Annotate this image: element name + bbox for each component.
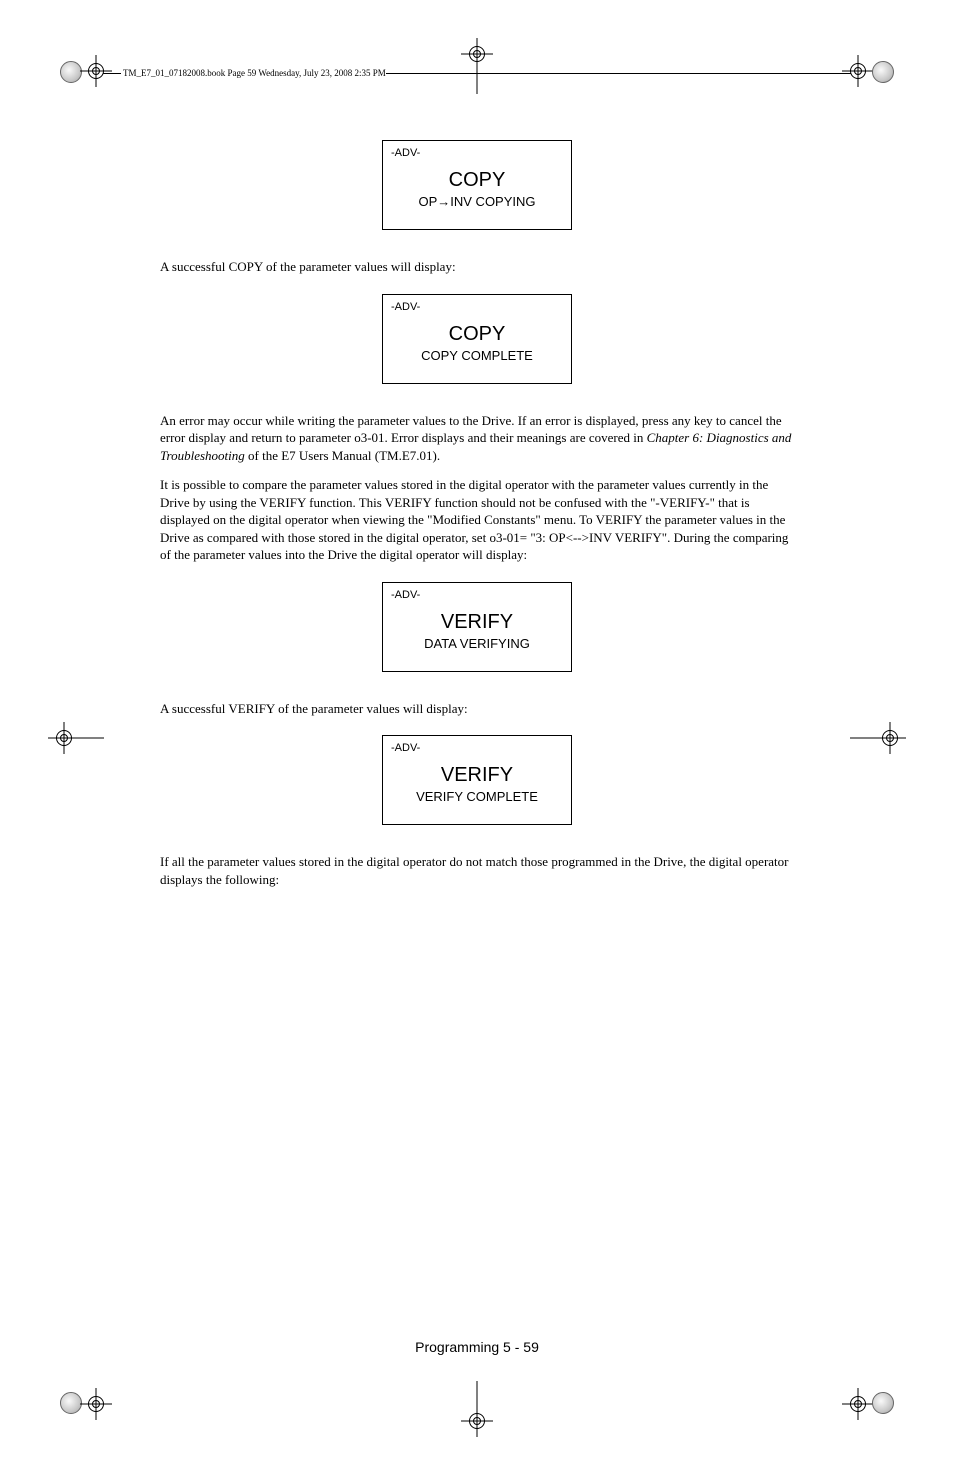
lcd-box-verify-complete: -ADV- VERIFY VERIFY COMPLETE: [382, 735, 572, 825]
paragraph-copy-success: A successful COPY of the parameter value…: [160, 258, 794, 276]
center-mark-top: [467, 44, 487, 64]
center-mark-right: [880, 728, 900, 748]
page: TM_E7_01_07182008.book Page 59 Wednesday…: [0, 0, 954, 1475]
lcd-box-copy-complete: -ADV- COPY COPY COMPLETE: [382, 294, 572, 384]
lcd-box-copy-copying: -ADV- COPY OP→INV COPYING: [382, 140, 572, 230]
header-text: TM_E7_01_07182008.book Page 59 Wednesday…: [123, 68, 386, 78]
para-text: of the E7 Users Manual (TM.E7.01).: [245, 448, 440, 463]
paragraph-error-note: An error may occur while writing the par…: [160, 412, 794, 465]
lcd-title: VERIFY: [441, 611, 513, 634]
crop-mark-top-right: [854, 55, 894, 95]
running-header: TM_E7_01_07182008.book Page 59 Wednesday…: [103, 68, 851, 78]
crop-mark-bottom-left: [60, 1380, 100, 1420]
paragraph-verify-intro: It is possible to compare the parameter …: [160, 476, 794, 564]
lcd-subtitle: COPY COMPLETE: [421, 348, 533, 363]
center-mark-left: [54, 728, 74, 748]
paragraph-verify-mismatch: If all the parameter values stored in th…: [160, 853, 794, 888]
lcd-box-verify-verifying: -ADV- VERIFY DATA VERIFYING: [382, 582, 572, 672]
page-footer: Programming 5 - 59: [0, 1339, 954, 1355]
lcd-title: COPY: [449, 323, 506, 346]
lcd-title: VERIFY: [441, 764, 513, 787]
content-area: -ADV- COPY OP→INV COPYING A successful C…: [160, 140, 794, 901]
lcd-subtitle: DATA VERIFYING: [424, 636, 530, 651]
paragraph-verify-success: A successful VERIFY of the parameter val…: [160, 700, 794, 718]
lcd-title: COPY: [449, 169, 506, 192]
lcd-subtitle: VERIFY COMPLETE: [416, 789, 538, 804]
crop-mark-bottom-right: [854, 1380, 894, 1420]
lcd-subtitle: OP→INV COPYING: [418, 194, 535, 209]
center-mark-bottom: [467, 1411, 487, 1431]
crop-mark-top-left: [60, 55, 100, 95]
